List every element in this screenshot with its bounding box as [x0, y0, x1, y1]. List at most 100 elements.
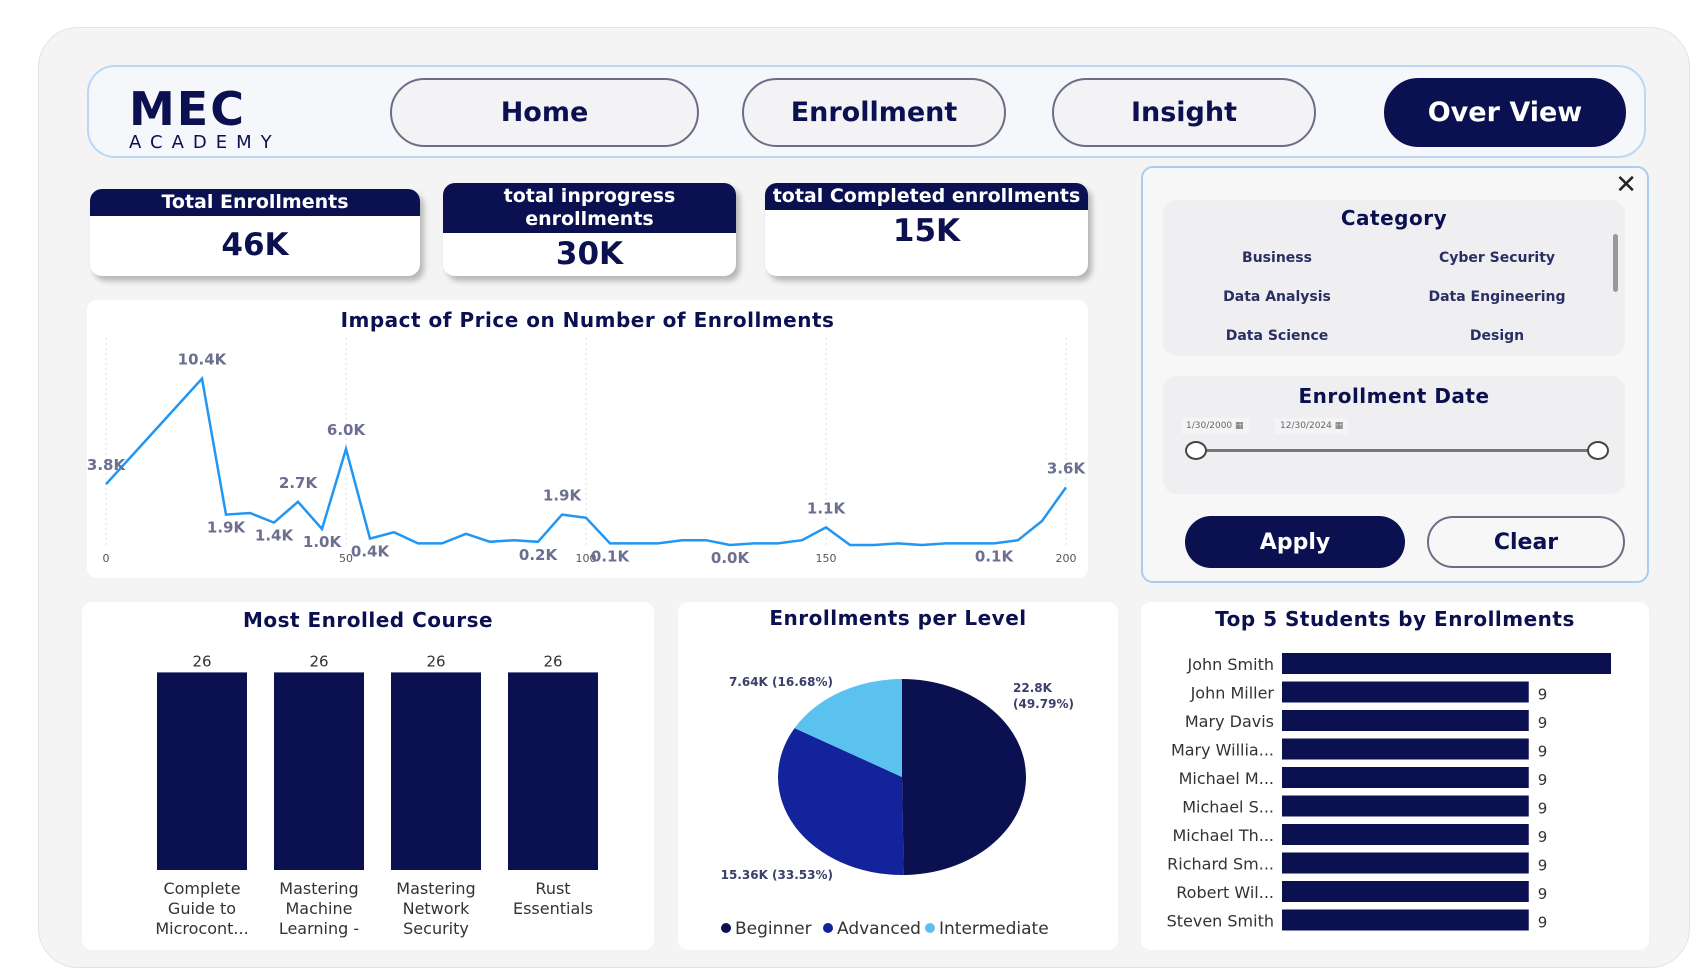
- end-date-input[interactable]: 12/30/2024 ▦: [1275, 418, 1349, 434]
- data-label: 9: [1538, 771, 1548, 789]
- kpi-total-enrollments: Total Enrollments 46K: [90, 189, 420, 276]
- bar: [1282, 653, 1611, 674]
- data-label: 1.0K: [303, 533, 343, 551]
- x-tick-label: 100: [576, 552, 597, 565]
- chart-title: Impact of Price on Number of Enrollments: [340, 308, 835, 332]
- most-enrolled-course-chart: Most Enrolled Course 26 Complete Guide to M…: [82, 602, 654, 950]
- pie-slice-advanced: [778, 728, 904, 875]
- category-label: Steven Smith: [1167, 912, 1274, 931]
- category-label: Michael Th...: [1172, 826, 1274, 845]
- data-label: 26: [543, 652, 562, 670]
- bar: [1282, 795, 1529, 817]
- category-title: Category: [1340, 206, 1448, 230]
- category-label: Rust: [535, 879, 570, 898]
- chart-title: Top 5 Students by Enrollments: [1215, 607, 1575, 631]
- bar: [274, 672, 364, 870]
- category-label: Mastering: [279, 879, 358, 898]
- data-label: 9: [1538, 885, 1548, 903]
- x-tick-label: 200: [1056, 552, 1077, 565]
- category-option[interactable]: Cyber Security: [1438, 250, 1556, 266]
- nav-overview-button[interactable]: Over View: [1384, 78, 1626, 147]
- start-date-input[interactable]: 1/30/2000 ▦: [1181, 418, 1249, 434]
- data-label: 2.7K: [279, 474, 319, 492]
- top-students-chart: Top 5 Students by Enrollments John Smith…: [1141, 602, 1649, 950]
- legend-label: Beginner: [735, 919, 812, 939]
- nav-insight-button[interactable]: Insight: [1052, 78, 1316, 147]
- category-option[interactable]: Data Science: [1225, 328, 1329, 344]
- category-option[interactable]: Data Engineering: [1428, 289, 1566, 305]
- data-label: 9: [1538, 686, 1548, 704]
- slice-label: (49.79%): [1013, 697, 1074, 711]
- logo: MEC ACADEMY: [129, 86, 309, 156]
- data-label: 9: [1538, 800, 1548, 818]
- line-chart-svg: 0 50 100 150 200 3.8K 10.4K 1.9K 1.4K 2.7K 1.0K 6.0…: [87, 338, 1087, 567]
- category-label: Learning -: [279, 919, 359, 938]
- enrollments-per-level-chart: Enrollments per Level 22.8K (49.79%) 15.36…: [678, 602, 1118, 950]
- category-option[interactable]: Design: [1469, 328, 1525, 344]
- x-tick-label: 150: [816, 552, 837, 565]
- category-label: Richard Sm...: [1167, 855, 1274, 874]
- pie-slice-beginner: [902, 679, 1026, 875]
- legend-marker: [823, 923, 833, 933]
- calendar-icon: ▦: [1235, 421, 1244, 431]
- date-range-track: [1195, 449, 1597, 452]
- category-label: Mary Davis: [1185, 712, 1274, 731]
- clear-button[interactable]: Clear: [1427, 516, 1625, 568]
- data-label: 3.8K: [87, 456, 126, 474]
- data-label: 26: [309, 652, 328, 670]
- bar: [1282, 710, 1529, 731]
- data-label: 1.4K: [255, 527, 295, 545]
- chart-title: Enrollments per Level: [769, 606, 1027, 630]
- logo-subtext: ACADEMY: [129, 132, 281, 153]
- data-label: 9: [1538, 914, 1548, 932]
- legend-label: Intermediate: [939, 919, 1049, 939]
- date-title: Enrollment Date: [1298, 384, 1490, 408]
- kpi-value: 30K: [555, 236, 624, 272]
- data-label: 9: [1538, 743, 1548, 761]
- legend-marker: [721, 923, 731, 933]
- nav-home-button[interactable]: Home: [390, 78, 699, 147]
- bar: [157, 672, 247, 870]
- category-label: John Miller: [1190, 684, 1275, 703]
- scrollbar[interactable]: [1613, 234, 1618, 292]
- bar: [1282, 852, 1529, 874]
- kpi-title: total inprogress enrollments: [443, 183, 736, 233]
- legend-marker: [925, 923, 935, 933]
- data-label: 6.0K: [327, 421, 367, 439]
- data-label: 9: [1538, 714, 1548, 732]
- apply-button[interactable]: Apply: [1185, 516, 1405, 568]
- data-label: 1.9K: [207, 519, 247, 537]
- x-tick-label: 50: [339, 552, 353, 565]
- data-label: 3.6K: [1047, 459, 1087, 477]
- legend-label: Advanced: [837, 919, 921, 939]
- range-start-handle[interactable]: [1185, 441, 1207, 460]
- category-label: Mary Willia...: [1171, 741, 1274, 760]
- category-label: Machine: [286, 899, 353, 918]
- filter-panel: ✕ Category Business Cyber Security Data …: [1141, 166, 1649, 583]
- bar: [1282, 681, 1529, 703]
- data-label: 10.4K: [178, 351, 228, 369]
- kpi-title: Total Enrollments: [90, 189, 420, 216]
- nav-enrollment-button[interactable]: Enrollment: [742, 78, 1006, 147]
- close-icon[interactable]: ✕: [1615, 170, 1637, 200]
- date-slicer: Enrollment Date 1/30/2000 ▦ 12/30/2024 ▦: [1163, 376, 1625, 494]
- category-label: John Smith: [1187, 655, 1274, 674]
- data-label: 1.1K: [807, 499, 847, 517]
- data-label: 0.2K: [519, 546, 559, 564]
- category-option[interactable]: Data Analysis: [1223, 289, 1331, 305]
- category-option[interactable]: Business: [1242, 250, 1312, 266]
- range-end-handle[interactable]: [1587, 441, 1609, 460]
- start-date-value: 1/30/2000: [1186, 421, 1233, 431]
- category-label: Security: [403, 919, 469, 938]
- data-label: 26: [426, 652, 445, 670]
- pie-chart-svg: 22.8K (49.79%) 15.36K (33.53%) 7.64K (16.68…: [721, 675, 1074, 939]
- kpi-value: 15K: [892, 213, 961, 249]
- data-label: 26: [192, 652, 211, 670]
- category-label: Guide to: [168, 899, 236, 918]
- data-label: 0.1K: [591, 547, 631, 565]
- pie-slice-intermediate: [794, 679, 902, 777]
- category-label: Essentials: [513, 899, 593, 918]
- category-label: Michael M...: [1179, 769, 1274, 788]
- kpi-inprogress: total inprogress enrollments 30K: [443, 183, 736, 276]
